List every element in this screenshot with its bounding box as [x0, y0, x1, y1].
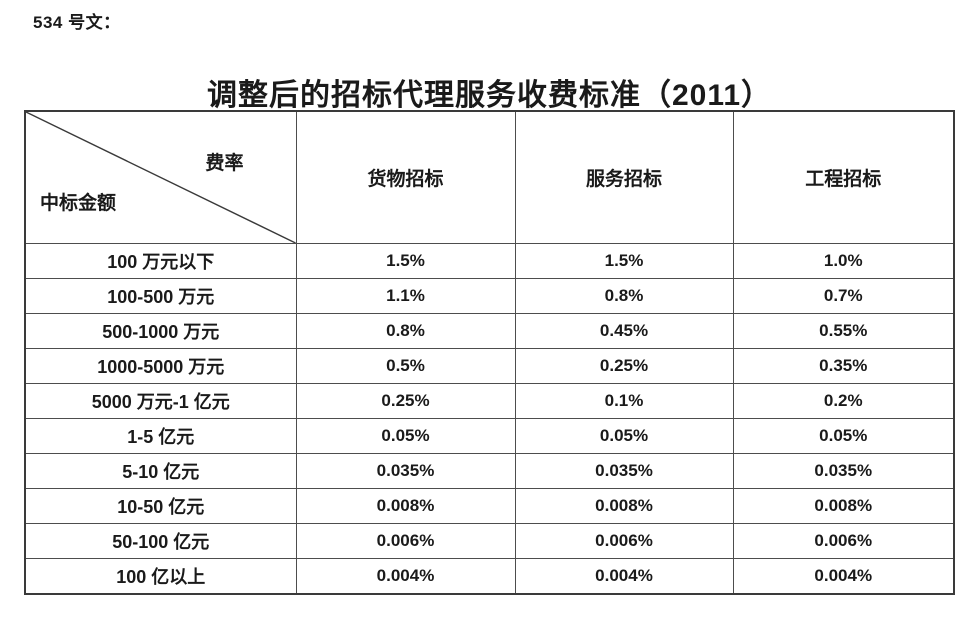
table-row: 1-5 亿元 0.05% 0.05% 0.05%	[24, 418, 955, 454]
header-row: 费率 中标金额 货物招标 服务招标 工程招标	[24, 110, 955, 244]
table-row: 1000-5000 万元 0.5% 0.25% 0.35%	[24, 348, 955, 384]
fee-value: 0.05%	[732, 418, 955, 454]
column-header-services: 服务招标	[514, 110, 734, 244]
fee-value: 0.2%	[732, 383, 955, 419]
fee-value: 0.035%	[732, 453, 955, 489]
table-row: 500-1000 万元 0.8% 0.45% 0.55%	[24, 313, 955, 349]
row-label: 50-100 亿元	[24, 523, 297, 559]
page-title: 调整后的招标代理服务收费标准（2011）	[206, 79, 773, 113]
fee-value: 0.035%	[295, 453, 516, 489]
fee-value: 0.55%	[732, 313, 955, 349]
fee-value: 0.035%	[514, 453, 734, 489]
corner-label-rate: 费率	[205, 153, 244, 174]
column-header-engineering: 工程招标	[732, 110, 955, 244]
row-label: 100 万元以下	[24, 243, 297, 279]
doc-ref: 534 号文：	[33, 13, 121, 32]
table-row: 5-10 亿元 0.035% 0.035% 0.035%	[24, 453, 955, 489]
row-label: 100-500 万元	[24, 278, 297, 314]
fee-value: 0.25%	[514, 348, 734, 384]
fee-value: 1.0%	[732, 243, 955, 279]
table-row: 10-50 亿元 0.008% 0.008% 0.008%	[24, 488, 955, 524]
fee-value: 0.1%	[514, 383, 734, 419]
fee-value: 0.004%	[514, 558, 734, 595]
column-header-goods: 货物招标	[295, 110, 516, 244]
fee-value: 0.008%	[732, 488, 955, 524]
row-label: 5000 万元-1 亿元	[24, 383, 297, 419]
fee-value: 0.8%	[295, 313, 516, 349]
row-label: 100 亿以上	[24, 558, 297, 595]
fee-table-body: 100 万元以下 1.5% 1.5% 1.0% 100-500 万元 1.1% …	[24, 243, 955, 595]
fee-value: 0.006%	[295, 523, 516, 559]
table-row: 100-500 万元 1.1% 0.8% 0.7%	[24, 278, 955, 314]
fee-value: 1.5%	[295, 243, 516, 279]
fee-value: 0.008%	[514, 488, 734, 524]
fee-value: 0.35%	[732, 348, 955, 384]
fee-value: 0.5%	[295, 348, 516, 384]
row-label: 10-50 亿元	[24, 488, 297, 524]
fee-table: 费率 中标金额 货物招标 服务招标 工程招标 100 万元以下 1.5% 1.5…	[24, 110, 955, 595]
diagonal-divider-line	[26, 112, 296, 243]
fee-value: 1.1%	[295, 278, 516, 314]
corner-label-amount: 中标金额	[40, 193, 117, 214]
fee-value: 0.7%	[732, 278, 955, 314]
fee-value: 0.006%	[514, 523, 734, 559]
table-row: 5000 万元-1 亿元 0.25% 0.1% 0.2%	[24, 383, 955, 419]
corner-cell: 费率 中标金额	[24, 110, 297, 244]
fee-value: 0.006%	[732, 523, 955, 559]
fee-value: 0.05%	[295, 418, 516, 454]
fee-value: 0.45%	[514, 313, 734, 349]
row-label: 1-5 亿元	[24, 418, 297, 454]
row-label: 5-10 亿元	[24, 453, 297, 489]
fee-value: 1.5%	[514, 243, 734, 279]
fee-value: 0.008%	[295, 488, 516, 524]
fee-value: 0.004%	[732, 558, 955, 595]
table-row: 50-100 亿元 0.006% 0.006% 0.006%	[24, 523, 955, 559]
table-row: 100 亿以上 0.004% 0.004% 0.004%	[24, 558, 955, 595]
row-label: 1000-5000 万元	[24, 348, 297, 384]
fee-value: 0.8%	[514, 278, 734, 314]
table-row: 100 万元以下 1.5% 1.5% 1.0%	[24, 243, 955, 279]
fee-value: 0.004%	[295, 558, 516, 595]
row-label: 500-1000 万元	[24, 313, 297, 349]
fee-value: 0.25%	[295, 383, 516, 419]
fee-value: 0.05%	[514, 418, 734, 454]
